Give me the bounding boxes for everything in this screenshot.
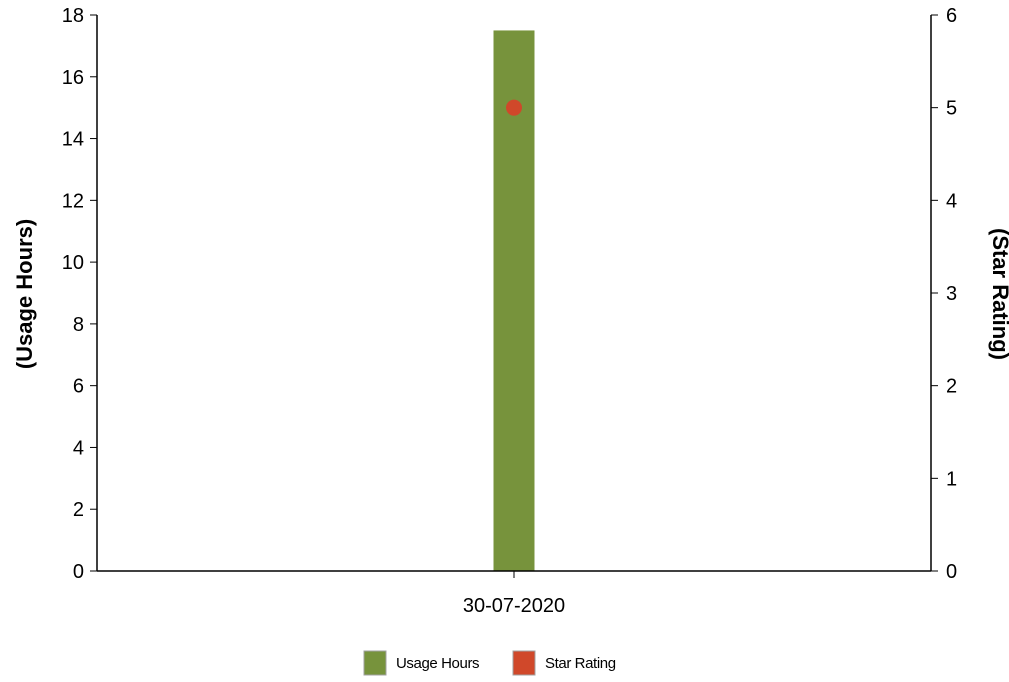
y-tick-label-left: 18: [62, 5, 84, 27]
y-axis-label-right: (Star Rating): [988, 228, 1009, 360]
y-tick-label-left: 6: [73, 376, 84, 398]
y-tick-label-right: 6: [946, 5, 957, 27]
legend-label-usage-hours: Usage Hours: [396, 655, 479, 672]
legend-label-star-rating: Star Rating: [545, 655, 616, 672]
x-tick-label: 30-07-2020: [463, 595, 565, 617]
legend-swatch-star-rating: [512, 650, 536, 676]
y-tick-label-right: 2: [946, 376, 957, 398]
bar-usage-hours: [493, 30, 535, 571]
y-tick-label-right: 4: [946, 190, 957, 212]
point-star-rating: [506, 99, 522, 116]
legend-swatch-usage-hours: [363, 650, 387, 676]
y-tick-label-left: 2: [73, 499, 84, 521]
y-tick-label-right: 5: [946, 98, 957, 120]
y-axis-label-left: (Usage Hours): [12, 219, 37, 369]
y-tick-label-right: 0: [946, 561, 957, 583]
y-tick-label-left: 4: [73, 437, 84, 459]
y-tick-label-left: 16: [62, 67, 84, 89]
legend: Usage Hours Star Rating: [363, 650, 616, 676]
y-tick-label-right: 3: [946, 283, 957, 305]
y-tick-label-left: 8: [73, 314, 84, 336]
y-tick-label-left: 10: [62, 252, 84, 274]
y-tick-label-right: 1: [946, 468, 957, 490]
y-tick-label-left: 14: [62, 129, 84, 151]
y-tick-label-left: 12: [62, 190, 84, 212]
y-tick-label-left: 0: [73, 561, 84, 583]
